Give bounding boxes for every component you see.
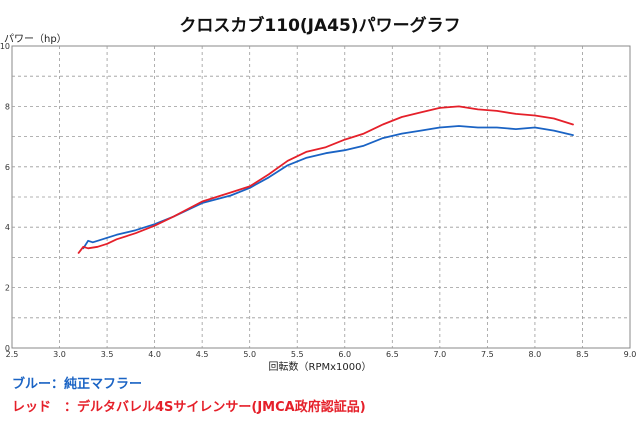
series-line-red <box>77 105 574 254</box>
y-tick-label: 2 <box>5 284 10 293</box>
y-tick-label: 8 <box>5 102 10 111</box>
plot-grid <box>11 45 631 349</box>
y-tick-label: 0 <box>5 344 10 353</box>
x-tick-label: 2.5 <box>6 350 19 359</box>
x-axis-label: 回転数（RPMx1000） <box>269 360 372 373</box>
y-tick-label: 10 <box>0 42 10 51</box>
series-lines <box>77 105 574 254</box>
x-tick-label: 3.5 <box>101 350 114 359</box>
x-tick-label: 3.0 <box>53 350 66 359</box>
x-tick-label: 6.5 <box>386 350 399 359</box>
legend-red-delta-barrel: レッド ：デルタバレル4Sサイレンサー(JMCA政府認証品) <box>12 400 366 415</box>
y-tick-labels: 0 2 4 6 8 10 <box>0 42 10 353</box>
x-tick-label: 4.0 <box>148 350 161 359</box>
x-tick-label: 7.5 <box>481 350 494 359</box>
x-tick-labels: 2.5 3.0 3.5 4.0 4.5 5.0 5.5 6.0 6.5 7.0 7.5 8.0 8.5 9… <box>6 350 637 359</box>
x-tick-label: 9.0 <box>624 350 637 359</box>
y-tick-label: 6 <box>5 163 10 172</box>
series-line-blue <box>82 125 574 250</box>
chart-title: クロスカブ110(JA45)パワーグラフ <box>179 15 460 36</box>
y-tick-label: 4 <box>5 223 10 232</box>
x-tick-label: 4.5 <box>196 350 209 359</box>
x-tick-label: 8.0 <box>529 350 542 359</box>
x-tick-label: 5.0 <box>243 350 256 359</box>
legend-blue-stock-muffler: ブルー：純正マフラー <box>12 377 143 392</box>
x-tick-label: 5.5 <box>291 350 304 359</box>
x-tick-label: 7.0 <box>433 350 446 359</box>
x-tick-label: 6.0 <box>338 350 351 359</box>
y-axis-label: パワー（hp） <box>4 33 67 45</box>
x-tick-label: 8.5 <box>576 350 589 359</box>
